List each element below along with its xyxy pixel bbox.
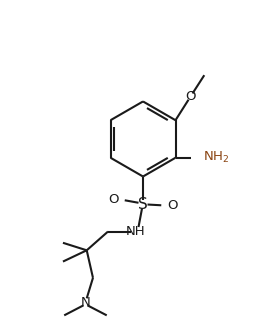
Text: O: O [108, 193, 119, 206]
Text: N: N [81, 296, 90, 309]
Text: O: O [185, 90, 196, 103]
Text: O: O [167, 199, 178, 212]
Text: NH$_2$: NH$_2$ [203, 150, 229, 165]
Text: S: S [138, 196, 148, 212]
Text: NH: NH [126, 225, 145, 238]
